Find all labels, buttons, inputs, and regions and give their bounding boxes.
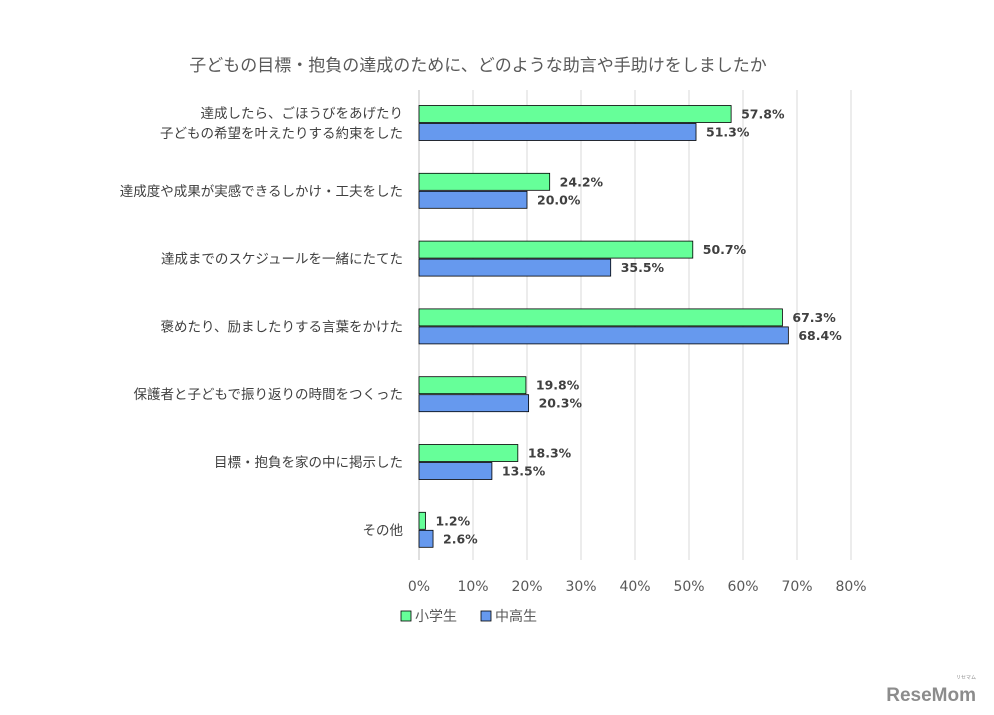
bars [418,105,789,548]
bar-elementary [418,444,519,462]
data-label: 19.8% [536,378,580,393]
category-labels: 達成したら、ごほうびをあげたり子どもの希望を叶えたりする約束をした達成度や成果が… [120,106,403,539]
x-tick-label: 20% [511,579,542,595]
bar-secondary [418,258,612,277]
data-label: 35.5% [621,260,665,275]
data-label: 20.3% [539,396,583,411]
legend-swatch [480,610,492,622]
watermark-sub: リセマム [956,675,976,681]
bar-secondary [418,190,528,209]
legend-swatch [400,610,412,622]
legend: 小学生 中高生 [400,608,537,625]
x-tick-label: 70% [781,579,812,595]
x-axis-ticks: 0% 10% 20% 30% 40% 50% 60% 70% 80% [408,579,867,595]
bar-elementary [418,105,732,123]
x-tick-label: 50% [673,579,704,595]
bar-elementary [418,376,527,395]
data-label: 67.3% [792,310,836,325]
bar-elementary [418,511,426,530]
data-label: 24.2% [560,174,604,189]
bar-elementary [418,308,783,327]
chart-title: 子どもの目標・抱負の達成のために、どのような助言や手助けをしましたか [189,56,767,76]
bar-secondary [418,462,493,480]
category-label: 達成度や成果が実感できるしかけ・工夫をした [120,183,403,200]
data-label: 57.8% [741,107,785,122]
category-label: 達成したら、ごほうびをあげたり [201,106,404,122]
data-label: 68.4% [798,328,842,343]
x-tick-label: 60% [727,579,758,595]
data-label: 51.3% [706,125,750,140]
data-label: 18.3% [528,446,572,461]
category-label: 褒めたり、励ましたりする言葉をかけた [161,319,403,335]
watermark-brand: ReseMom [886,685,976,706]
x-tick-label: 30% [565,579,596,595]
data-label: 2.6% [443,531,478,546]
category-label: その他 [363,523,404,539]
x-tick-label: 10% [457,579,488,595]
data-label: 1.2% [435,513,470,528]
category-label: 目標・抱負を家の中に掲示した [214,454,403,471]
data-label: 20.0% [537,192,581,207]
bar-secondary [418,326,789,345]
legend-label: 中高生 [495,608,537,625]
x-tick-label: 0% [408,579,430,595]
legend-label: 小学生 [415,609,457,625]
data-label: 50.7% [703,242,747,257]
data-label: 13.5% [502,464,546,479]
bar-secondary [418,529,434,548]
bar-secondary [418,123,697,141]
x-tick-label: 80% [835,579,866,595]
data-labels: 57.8% 51.3% 24.2% 20.0% 50.7% 35.5% 67.3% 68.4%… [435,107,842,547]
category-label: 子どもの希望を叶えたりする約束をした [160,126,403,142]
bar-secondary [418,394,530,413]
watermark: ReseMom リセマム [886,675,976,706]
bar-elementary [418,240,694,259]
x-tick-label: 40% [619,579,650,595]
bar-elementary [418,172,551,191]
category-label: 達成までのスケジュールを一緒にたてた [161,252,403,268]
category-label: 保護者と子どもで振り返りの時間をつくった [134,387,403,403]
